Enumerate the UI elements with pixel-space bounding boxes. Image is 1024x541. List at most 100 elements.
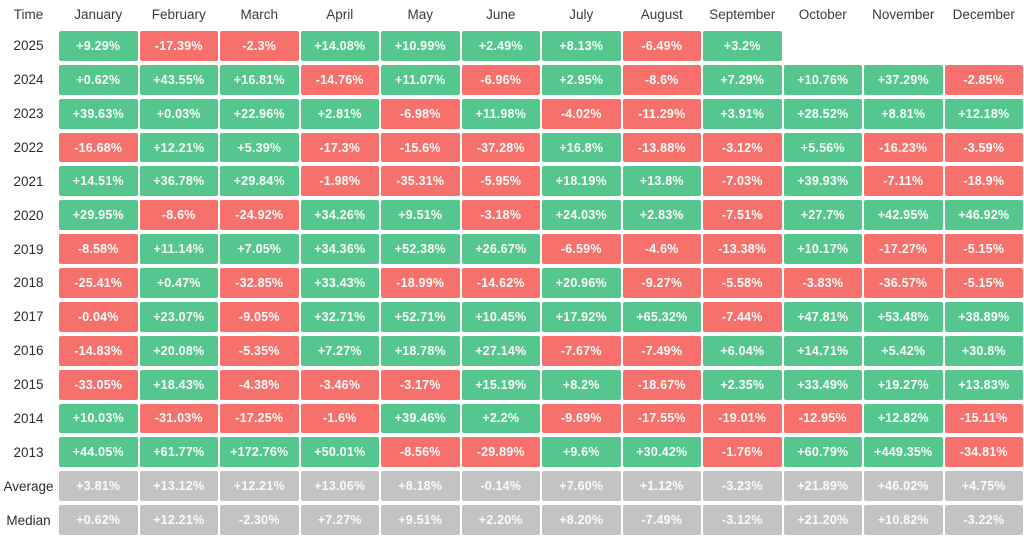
heatmap-cell: -13.38% <box>703 234 782 265</box>
heatmap-cell: -7.51% <box>703 200 782 231</box>
heatmap-cell: +11.07% <box>381 64 460 95</box>
heatmap-cell: +4.75% <box>944 471 1023 502</box>
heatmap-cell: +29.84% <box>220 166 299 197</box>
heatmap-cell: -3.12% <box>703 132 782 163</box>
heatmap-cell: +8.18% <box>381 471 460 502</box>
month-header-october: October <box>798 7 847 22</box>
heatmap-cell: +8.81% <box>864 98 943 129</box>
heatmap-cell: +0.62% <box>59 64 138 95</box>
row-label-2014: 2014 <box>13 410 44 426</box>
heatmap-cell: -25.41% <box>59 268 138 298</box>
month-header-september: September <box>709 7 776 22</box>
heatmap-cell: +30.8% <box>944 335 1023 366</box>
heatmap-cell: +14.08% <box>300 31 379 61</box>
heatmap-cell: +34.36% <box>300 234 379 265</box>
heatmap-cell: +46.92% <box>944 200 1023 231</box>
heatmap-cell: -5.15% <box>944 268 1023 298</box>
heatmap-cell: +27.7% <box>783 200 862 231</box>
heatmap-cell: +52.71% <box>381 301 460 332</box>
heatmap-cell: -17.27% <box>864 234 943 265</box>
heatmap-cell: -4.6% <box>622 234 701 265</box>
heatmap-cell: +46.02% <box>864 471 943 502</box>
heatmap-cell: +5.39% <box>220 132 299 163</box>
heatmap-cell: +9.29% <box>59 31 138 61</box>
heatmap-cell: +47.81% <box>783 301 862 332</box>
heatmap-cell: -19.01% <box>703 403 782 434</box>
heatmap-cell: +52.38% <box>381 234 460 265</box>
row-label-2019: 2019 <box>13 241 44 257</box>
heatmap-cell: +172.76% <box>220 437 299 468</box>
heatmap-cell: -36.57% <box>864 268 943 298</box>
heatmap-cell: +10.03% <box>59 403 138 434</box>
heatmap-cell: +10.76% <box>783 64 862 95</box>
heatmap-cell: -17.39% <box>139 31 218 61</box>
heatmap-cell: -5.95% <box>461 166 540 197</box>
heatmap-cell: +2.49% <box>461 31 540 61</box>
heatmap-cell: +13.8% <box>622 166 701 197</box>
heatmap-cell: -7.49% <box>622 505 701 535</box>
row-label-2020: 2020 <box>13 207 44 223</box>
heatmap-cell: +8.2% <box>542 369 621 400</box>
heatmap-cell: -17.25% <box>220 403 299 434</box>
heatmap-cell: -17.3% <box>300 132 379 163</box>
heatmap-cell: +2.2% <box>461 403 540 434</box>
month-header-april: April <box>326 7 354 22</box>
heatmap-cell: -18.67% <box>622 369 701 400</box>
heatmap-cell: +13.12% <box>139 471 218 502</box>
heatmap-cell: +14.51% <box>59 166 138 197</box>
heatmap-cell <box>945 31 1024 61</box>
month-header-february: February <box>151 7 206 22</box>
heatmap-cell: +8.20% <box>542 505 621 535</box>
heatmap-cell: +20.08% <box>139 335 218 366</box>
row-label-2015: 2015 <box>13 377 44 393</box>
heatmap-cell: +36.78% <box>139 166 218 197</box>
heatmap-cell: -3.17% <box>381 369 460 400</box>
heatmap-cell: -31.03% <box>139 403 218 434</box>
heatmap-cell: -34.81% <box>944 437 1023 468</box>
heatmap-cell: +20.96% <box>542 268 621 298</box>
heatmap-cell: -3.18% <box>461 200 540 231</box>
heatmap-cell: +16.81% <box>220 64 299 95</box>
heatmap-cell: -16.23% <box>864 132 943 163</box>
heatmap-cell: +449.35% <box>864 437 943 468</box>
month-header-january: January <box>74 7 123 22</box>
heatmap-cell: -33.05% <box>59 369 138 400</box>
heatmap-cell: -3.46% <box>300 369 379 400</box>
heatmap-cell: +42.95% <box>864 200 943 231</box>
row-label-average: Average <box>3 478 54 494</box>
heatmap-cell: +1.12% <box>622 471 701 502</box>
heatmap-cell: -16.68% <box>59 132 138 163</box>
heatmap-cell: +61.77% <box>139 437 218 468</box>
heatmap-cell: -15.6% <box>381 132 460 163</box>
heatmap-cell: +8.13% <box>542 31 621 61</box>
heatmap-cell: -18.9% <box>944 166 1023 197</box>
heatmap-cell: +53.48% <box>864 301 943 332</box>
heatmap-cell: -7.67% <box>542 335 621 366</box>
heatmap-cell: +43.55% <box>139 64 218 95</box>
row-label-2023: 2023 <box>13 106 44 122</box>
heatmap-cell: +12.18% <box>944 98 1023 129</box>
heatmap-cell: +9.51% <box>381 505 460 535</box>
heatmap-cell: -13.88% <box>622 132 701 163</box>
heatmap-cell: +2.81% <box>300 98 379 129</box>
heatmap-cell: +13.83% <box>944 369 1023 400</box>
heatmap-cell: -6.49% <box>622 31 701 61</box>
heatmap-cell: -2.3% <box>220 31 299 61</box>
heatmap-cell: +2.35% <box>703 369 782 400</box>
heatmap-cell: +12.21% <box>139 132 218 163</box>
heatmap-cell: -4.38% <box>220 369 299 400</box>
heatmap-cell: +11.98% <box>461 98 540 129</box>
heatmap-cell: +3.2% <box>703 31 782 61</box>
heatmap-cell: -7.03% <box>703 166 782 197</box>
heatmap-cell: -6.96% <box>461 64 540 95</box>
heatmap-cell: +21.20% <box>783 505 862 535</box>
heatmap-cell: +13.06% <box>300 471 379 502</box>
heatmap-cell: +9.51% <box>381 200 460 231</box>
heatmap-cell: +12.21% <box>139 505 218 535</box>
heatmap-cell: +7.29% <box>703 64 782 95</box>
heatmap-cell: -3.59% <box>944 132 1023 163</box>
heatmap-cell: +33.49% <box>783 369 862 400</box>
heatmap-cell: -1.76% <box>703 437 782 468</box>
month-header-may: May <box>407 7 433 22</box>
row-label-2016: 2016 <box>13 343 44 359</box>
